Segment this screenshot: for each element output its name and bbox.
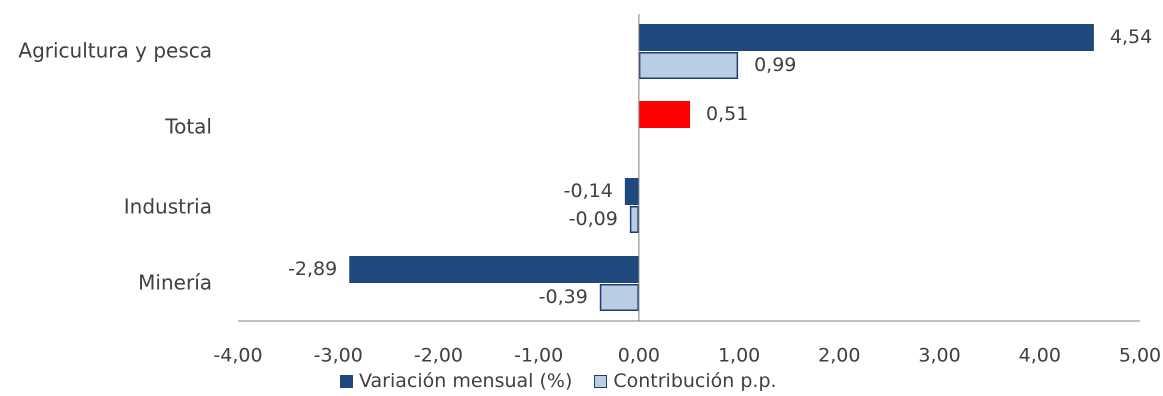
legend-item-contribucion: Contribución p.p. — [594, 370, 777, 392]
legend: Variación mensual (%) Contribución p.p. — [0, 370, 1163, 394]
x-tick-label: 3,00 — [918, 345, 960, 367]
value-label-variacion: -0,14 — [564, 180, 613, 202]
category-label: Total — [164, 115, 212, 139]
bar-variacion — [638, 24, 1094, 51]
bar-total — [638, 101, 691, 128]
category-label: Minería — [138, 271, 212, 295]
legend-label-variacion: Variación mensual (%) — [359, 370, 573, 392]
category-label: Agricultura y pesca — [18, 39, 212, 63]
legend-item-variacion: Variación mensual (%) — [340, 370, 572, 392]
x-tick-label: -1,00 — [514, 345, 563, 367]
value-label-contribucion: -0,09 — [569, 208, 618, 230]
bar-variacion — [624, 178, 639, 205]
value-label-variacion: 0,51 — [706, 103, 748, 125]
value-label-variacion: -2,89 — [288, 258, 337, 280]
value-label-contribucion: 0,99 — [754, 54, 796, 76]
x-tick-label: -3,00 — [314, 345, 363, 367]
x-tick-label: 5,00 — [1119, 345, 1161, 367]
bar-contribucion — [638, 52, 739, 79]
value-label-contribucion: -0,39 — [539, 286, 588, 308]
bar-contribucion — [599, 284, 639, 311]
x-tick-label: 1,00 — [718, 345, 760, 367]
value-label-variacion: 4,54 — [1110, 26, 1152, 48]
x-tick-label: 4,00 — [1019, 345, 1061, 367]
x-tick-label: 0,00 — [618, 345, 660, 367]
x-tick-label: -2,00 — [414, 345, 463, 367]
category-label: Industria — [124, 195, 212, 219]
bar-variacion — [349, 256, 639, 283]
legend-swatch-contribucion — [594, 374, 608, 388]
bar-contribucion — [629, 206, 639, 233]
legend-swatch-variacion — [340, 374, 353, 388]
bar-chart-svg: Agricultura y pesca Total Industria Minería… — [18, 14, 1161, 367]
legend-label-contribucion: Contribución p.p. — [613, 370, 777, 392]
x-tick-label: 2,00 — [818, 345, 860, 367]
x-tick-label: -4,00 — [213, 345, 262, 367]
